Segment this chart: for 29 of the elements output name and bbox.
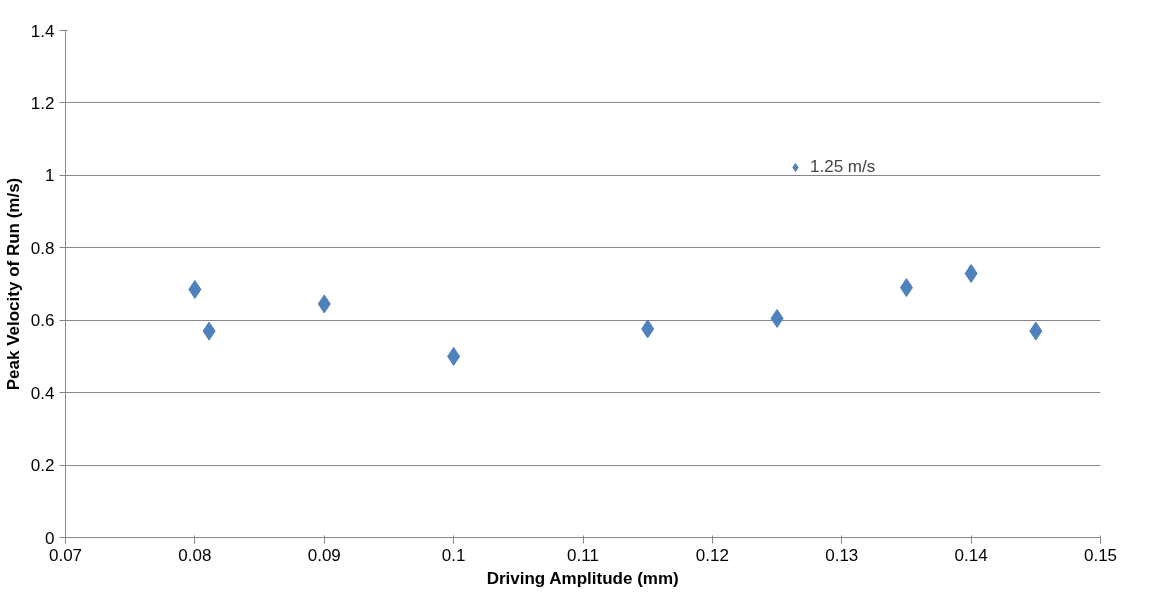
point bbox=[899, 278, 913, 298]
x-tick-label: 0.13 bbox=[825, 545, 859, 565]
y-tick-label: 0.8 bbox=[30, 238, 55, 258]
point bbox=[447, 346, 461, 366]
x-tick-label: 0.09 bbox=[307, 545, 341, 565]
y-tick-label: 0.4 bbox=[30, 383, 55, 403]
legend-label: 1.25 m/s bbox=[810, 157, 876, 177]
x-tick-label: 0.12 bbox=[695, 545, 729, 565]
point bbox=[641, 319, 655, 339]
y-tick-label: 1.4 bbox=[30, 21, 55, 41]
x-tick-label: 0.08 bbox=[178, 545, 212, 565]
point bbox=[964, 264, 978, 283]
x-tick-label: 0.14 bbox=[954, 545, 988, 565]
point bbox=[1029, 321, 1043, 341]
x-tick-label: 0.11 bbox=[567, 545, 599, 565]
point bbox=[770, 308, 784, 328]
x-tick-label: 0.15 bbox=[1083, 545, 1118, 565]
point bbox=[188, 279, 202, 299]
y-tick-label: 0 bbox=[45, 528, 55, 548]
y-tick-label: 0.2 bbox=[30, 456, 55, 476]
y-tick-label: 0.6 bbox=[30, 311, 55, 331]
y-tick-label: 1.2 bbox=[30, 93, 55, 113]
y-axis-title: Peak Velocity of Run (m/s) bbox=[3, 177, 23, 391]
x-axis-title: Driving Amplitude (mm) bbox=[486, 568, 679, 588]
x-tick-label: 0.1 bbox=[441, 545, 466, 565]
y-tick-label: 1 bbox=[45, 166, 55, 186]
point bbox=[202, 321, 216, 341]
point bbox=[317, 294, 331, 314]
x-tick-label: 0.07 bbox=[48, 545, 83, 565]
